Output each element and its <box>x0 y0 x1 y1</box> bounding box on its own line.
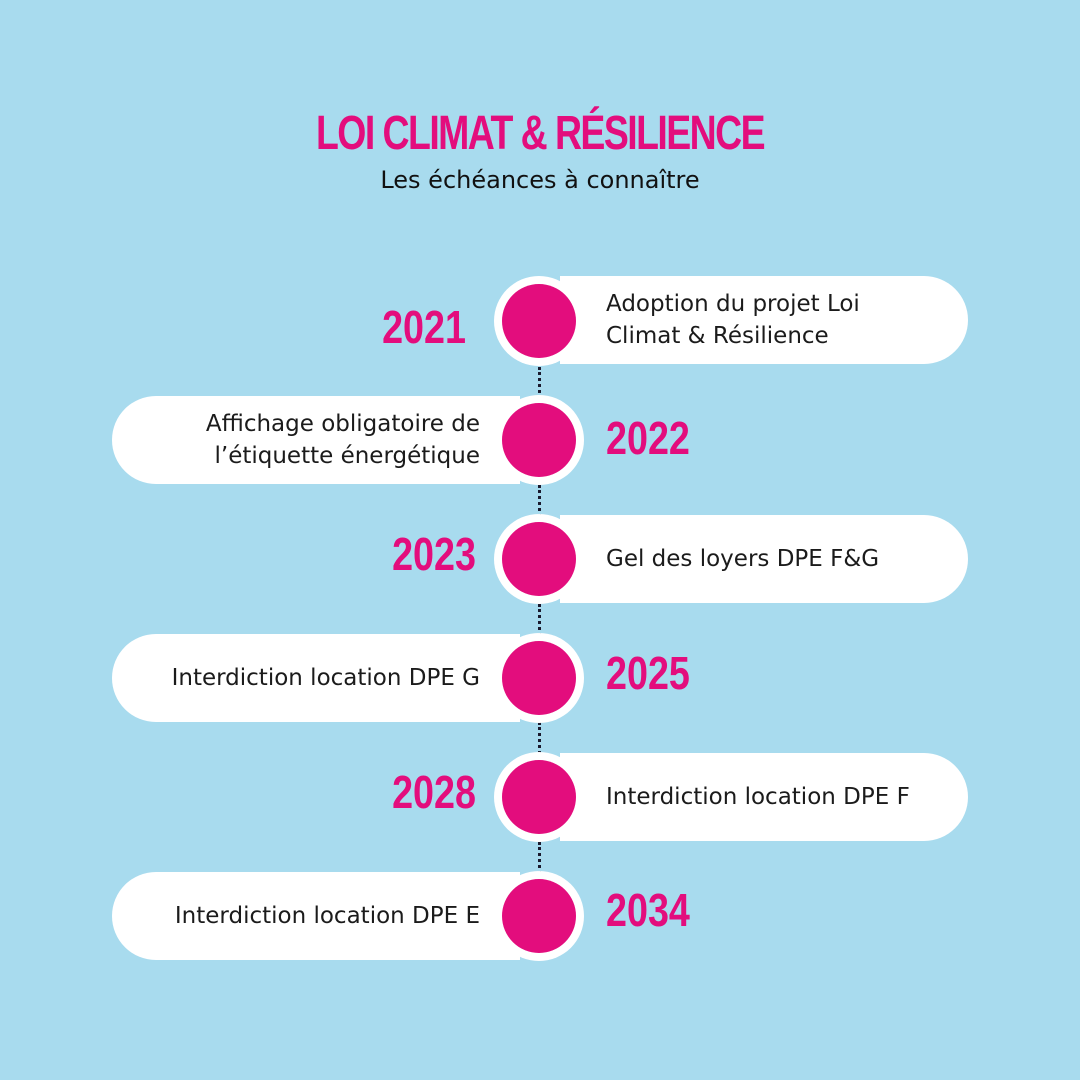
milestone-marker <box>494 752 584 842</box>
milestone-marker <box>494 633 584 723</box>
milestone-label: Adoption du projet Loi Climat & Résilien… <box>606 291 860 349</box>
milestone-marker <box>494 395 584 485</box>
timeline-connector <box>538 842 541 874</box>
milestone-card-2025: Interdiction location DPE G <box>112 634 520 722</box>
milestone-year-2021: 2021 <box>382 301 466 353</box>
page-subtitle: Les échéances à connaître <box>380 166 700 194</box>
milestone-label: Interdiction location DPE F <box>606 784 910 810</box>
milestone-label: Gel des loyers DPE F&G <box>606 546 880 572</box>
milestone-dot <box>502 760 576 834</box>
milestone-year-2034: 2034 <box>606 884 690 936</box>
milestone-card-2022: Affichage obligatoire de l’étiquette éne… <box>112 396 520 484</box>
timeline-connector <box>538 485 541 517</box>
milestone-marker <box>494 871 584 961</box>
milestone-label: Interdiction location DPE E <box>174 903 480 929</box>
milestone-marker <box>494 514 584 604</box>
milestone-card-2028: Interdiction location DPE F <box>560 753 968 841</box>
milestone-dot <box>502 879 576 953</box>
milestone-year-2023: 2023 <box>392 528 476 580</box>
milestone-year-2022: 2022 <box>606 412 690 464</box>
timeline-connector <box>538 367 541 399</box>
milestone-year-2028: 2028 <box>392 766 476 818</box>
milestone-label: Affichage obligatoire de l’étiquette éne… <box>205 411 480 469</box>
milestone-year-2025: 2025 <box>606 647 690 699</box>
milestone-dot <box>502 522 576 596</box>
milestone-marker <box>494 276 584 366</box>
milestone-card-2021: Adoption du projet Loi Climat & Résilien… <box>560 276 968 364</box>
header: LOI CLIMAT & RÉSILIENCE Les échéances à … <box>0 106 1080 198</box>
timeline-connector <box>538 604 541 636</box>
milestone-card-2034: Interdiction location DPE E <box>112 872 520 960</box>
timeline-connector <box>538 722 541 754</box>
milestone-label: Interdiction location DPE G <box>171 665 480 691</box>
milestone-card-2023: Gel des loyers DPE F&G <box>560 515 968 603</box>
page-title: LOI CLIMAT & RÉSILIENCE <box>315 107 766 160</box>
milestone-dot <box>502 641 576 715</box>
milestone-dot <box>502 284 576 358</box>
milestone-dot <box>502 403 576 477</box>
